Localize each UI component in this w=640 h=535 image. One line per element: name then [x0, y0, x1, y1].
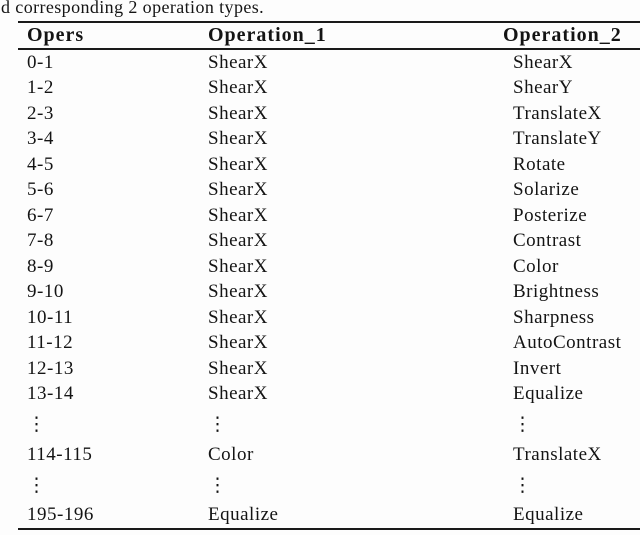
cell-opers: 7-8 [27, 230, 54, 252]
table-row: 8-9 ShearX Color [18, 254, 640, 280]
ellipsis-cell-operation-1: ⋮ [208, 413, 228, 435]
cell-opers: 11-12 [27, 332, 74, 354]
cell-operation-1: ShearX [208, 230, 268, 252]
ellipsis-cell-opers: ⋮ [27, 473, 47, 496]
cell-opers: 195-196 [27, 504, 94, 526]
table-row: 0-1 ShearX ShearX [18, 50, 640, 76]
cell-opers: 10-11 [27, 306, 74, 328]
cell-opers: 5-6 [27, 179, 54, 201]
table-row: 10-11 ShearX Sharpness [18, 305, 640, 331]
ellipsis-cell-operation-2: ⋮ [513, 413, 533, 435]
cell-operation-1: ShearX [208, 77, 268, 99]
cell-operation-2: TranslateY [513, 128, 602, 150]
table-row: 195-196 Equalize Equalize [18, 503, 640, 529]
ellipsis-cell-opers: ⋮ [27, 413, 47, 435]
cell-operation-2: Contrast [513, 230, 582, 252]
cell-operation-1: ShearX [208, 51, 268, 73]
cell-operation-2: Solarize [513, 179, 580, 201]
table-row: 6-7 ShearX Posterize [18, 203, 640, 229]
cell-operation-2: TranslateX [513, 443, 602, 465]
cell-operation-1: ShearX [208, 179, 268, 201]
cell-opers: 8-9 [27, 255, 54, 277]
cell-operation-2: Posterize [513, 204, 588, 226]
column-header-operation-2: Operation_2 [503, 24, 622, 46]
cell-operation-1: ShearX [208, 102, 268, 124]
table-row: 13-14 ShearX Equalize [18, 382, 640, 408]
cell-opers: 114-115 [27, 443, 93, 465]
table-row: 2-3 ShearX TranslateX [18, 101, 640, 127]
table-body: 0-1 ShearX ShearX 1-2 ShearX ShearY 2-3 ShearX T… [18, 50, 640, 528]
table-row: 114-115 Color TranslateX [18, 442, 640, 468]
table-row: 1-2 ShearX ShearY [18, 76, 640, 102]
ellipsis-row: ⋮ ⋮ ⋮ [18, 407, 640, 442]
table-row: 9-10 ShearX Brightness [18, 280, 640, 306]
cell-opers: 4-5 [27, 153, 54, 175]
cell-operation-1: ShearX [208, 281, 268, 303]
cell-operation-1: Equalize [208, 504, 279, 526]
cell-operation-1: ShearX [208, 332, 268, 354]
cell-opers: 13-14 [27, 383, 74, 405]
table-row: 12-13 ShearX Invert [18, 356, 640, 382]
cell-operation-1: Color [208, 443, 254, 465]
table-row: 5-6 ShearX Solarize [18, 178, 640, 204]
cell-operation-2: ShearY [513, 77, 573, 99]
cell-operation-2: Invert [513, 357, 562, 379]
cell-operation-2: Brightness [513, 281, 600, 303]
table-row: 4-5 ShearX Rotate [18, 152, 640, 178]
cell-operation-1: ShearX [208, 255, 268, 277]
cell-operation-2: Rotate [513, 153, 566, 175]
cell-operation-2: Equalize [513, 504, 584, 526]
cell-operation-1: ShearX [208, 306, 268, 328]
cell-opers: 0-1 [27, 51, 54, 73]
cell-operation-2: Color [513, 255, 559, 277]
cell-opers: 6-7 [27, 204, 54, 226]
table-row: 7-8 ShearX Contrast [18, 229, 640, 255]
column-header-opers: Opers [27, 24, 85, 46]
cell-operation-2: Sharpness [513, 306, 595, 328]
cell-opers: 1-2 [27, 77, 54, 99]
table-caption: d corresponding 2 operation types. [1, 0, 265, 17]
cell-operation-2: Equalize [513, 383, 584, 405]
cell-operation-2: AutoContrast [513, 332, 622, 354]
cell-opers: 3-4 [27, 128, 54, 150]
cell-opers: 2-3 [27, 102, 54, 124]
ellipsis-cell-operation-1: ⋮ [208, 473, 228, 496]
operations-table: Opers Operation_1 Operation_2 0-1 ShearX S… [18, 21, 640, 530]
table-row: 11-12 ShearX AutoContrast [18, 331, 640, 357]
cell-operation-1: ShearX [208, 383, 268, 405]
cell-operation-2: ShearX [513, 51, 573, 73]
table-header-row: Opers Operation_1 Operation_2 [18, 23, 640, 50]
cell-operation-1: ShearX [208, 204, 268, 226]
cell-operation-1: ShearX [208, 128, 268, 150]
table-row: 3-4 ShearX TranslateY [18, 127, 640, 153]
ellipsis-row: ⋮ ⋮ ⋮ [18, 468, 640, 503]
cell-opers: 12-13 [27, 357, 74, 379]
cell-operation-1: ShearX [208, 357, 268, 379]
column-header-operation-1: Operation_1 [208, 24, 327, 46]
cell-opers: 9-10 [27, 281, 64, 303]
cell-operation-2: TranslateX [513, 102, 602, 124]
ellipsis-cell-operation-2: ⋮ [513, 473, 533, 496]
cell-operation-1: ShearX [208, 153, 268, 175]
